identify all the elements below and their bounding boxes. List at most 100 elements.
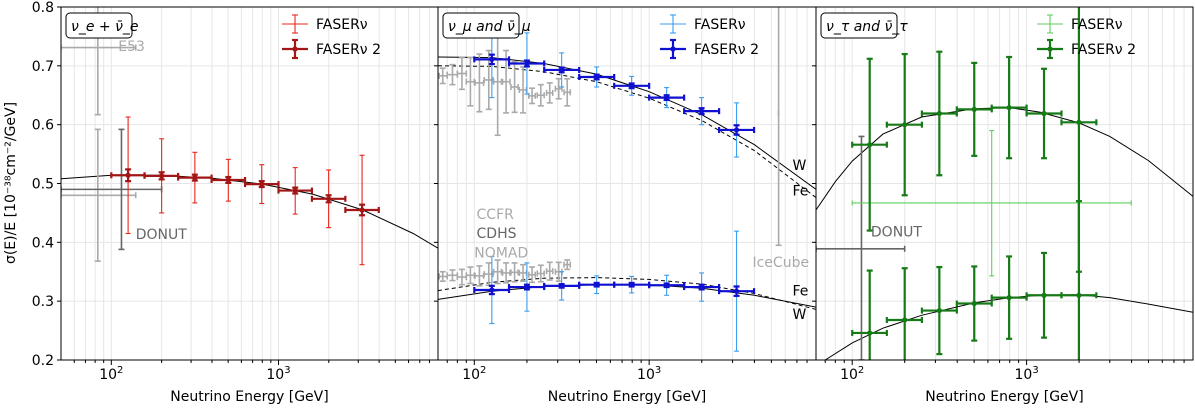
x-tick-label: 102 [462, 365, 486, 383]
reference-point [545, 82, 554, 104]
reference-point [563, 259, 572, 271]
data-point-fasernu2 [507, 59, 546, 68]
legend-label: FASERν 2 [694, 42, 759, 58]
legend-label: FASERν 2 [1071, 42, 1136, 58]
data-point-fasernu2 [683, 107, 721, 116]
y-tick-label: 0.3 [32, 294, 54, 310]
chart-panel-1: E53 DONUT 102 103 Neutrino Energy [GeV] 0.2 0.… [32, 0, 439, 405]
legend-marker [660, 38, 686, 60]
x-tick-label: 103 [637, 365, 661, 383]
annotation-label: Fe [792, 183, 808, 199]
data-point-fasernu2 [648, 94, 686, 102]
x-tick-label: 103 [1014, 365, 1038, 383]
reference-point [545, 261, 554, 281]
annotation-label: DONUT [871, 224, 923, 240]
x-axis-label: Neutrino Energy [GeV] [170, 389, 328, 405]
legend-label: FASERν [1071, 17, 1123, 33]
data-point-fasernu2 [177, 173, 213, 182]
data-point-fasernu2 [543, 282, 581, 289]
chart-panel-2: W Fe CCFR CDHS NOMAD IceCube Fe W 102 103 Neutrino… [434, 6, 817, 405]
theory-curve [816, 107, 1193, 211]
data-point-fasernu2 [885, 52, 924, 197]
y-tick-label: 0.7 [32, 59, 54, 75]
y-tick-label: 0.6 [32, 118, 54, 134]
panel-label: ν_μ and ν̄_μ [442, 12, 531, 39]
annotation-label: W [792, 307, 806, 323]
legend-marker [282, 38, 308, 60]
reference-point [446, 269, 459, 282]
data-point-fasernu2 [1060, 200, 1098, 360]
data-point-fasernu2 [473, 53, 511, 66]
reference-point [501, 262, 511, 284]
reference-point [528, 87, 537, 105]
x-tick-label: 102 [99, 365, 123, 383]
reference-point [528, 266, 537, 284]
theory-curve [438, 56, 816, 190]
y-ticks [434, 6, 438, 361]
panel-label-box [820, 12, 898, 39]
data-point-fasernu2 [243, 180, 280, 189]
legend-marker [282, 14, 308, 34]
annotation-label: IceCube [752, 255, 809, 271]
data-point-fasernu2 [851, 269, 888, 360]
x-axis-label: Neutrino Energy [GeV] [548, 389, 706, 405]
y-ticks [812, 6, 816, 361]
annotation-label: NOMAD [474, 246, 528, 262]
data-point-fasernu2 [578, 73, 616, 81]
data-point-fasernu2 [885, 267, 924, 360]
x-ticks [446, 360, 808, 365]
reference-point [474, 53, 485, 113]
panel-label-box [442, 12, 520, 39]
reference-point [536, 83, 545, 107]
reference-point [536, 264, 545, 283]
legend-label: FASERν [694, 17, 746, 33]
y-tick-label: 0.2 [32, 353, 54, 369]
x-ticks [824, 360, 1185, 365]
data-point-fasernu2 [310, 194, 347, 204]
data-point-fasernu2 [543, 66, 581, 74]
legend-marker [660, 14, 686, 34]
reference-point [510, 262, 519, 283]
data-point-fasernu2 [210, 175, 247, 185]
reference-point [446, 63, 459, 86]
panels: E53 DONUT 102 103 Neutrino Energy [GeV] 0.2 0.… [32, 0, 1194, 405]
data-point-fasernu2 [955, 265, 993, 342]
reference-point [465, 266, 476, 285]
y-axis-label: σ(E)/E [10⁻³⁸cm⁻²/GeV] [3, 102, 19, 264]
legend: FASERν FASERν 2 [1037, 14, 1136, 60]
data-point-fasernu2 [648, 282, 686, 289]
reference-point [492, 27, 503, 137]
data-point-fasernu2 [920, 50, 958, 177]
plot-area [61, 7, 438, 266]
data-point-fasernu2 [277, 186, 314, 195]
data-point-fasernu2 [344, 203, 380, 217]
reference-point [438, 270, 449, 282]
reference-point [501, 49, 511, 114]
annotation-label: DONUT [136, 227, 188, 243]
reference-point [563, 77, 572, 107]
chart-panel-3: DONUT 102 103 Neutrino Energy [GeV] ν_τ and … [812, 6, 1194, 405]
reference-point [465, 56, 476, 107]
panel-label-text: ν_μ and ν̄_μ [448, 19, 531, 35]
data-point-fasernu2 [683, 283, 721, 291]
reference-point [474, 265, 485, 287]
x-axis-label: Neutrino Energy [GeV] [925, 389, 1083, 405]
y-tick-label: 0.8 [32, 0, 54, 16]
reference-point [816, 135, 906, 360]
data-point-fasernu2 [613, 281, 651, 288]
annotation-label: Fe [792, 283, 808, 299]
data-point-fasernu2 [143, 171, 180, 181]
reference-point [61, 7, 137, 116]
annotation-label: E53 [118, 39, 145, 55]
data-point-fasernu2 [920, 265, 958, 356]
reference-point [456, 268, 468, 286]
data-point-fasernu2 [110, 168, 146, 183]
legend-marker [1037, 14, 1063, 34]
data-point-fasernu2 [717, 285, 756, 297]
data-point-fasernu2 [717, 124, 756, 136]
reference-point [456, 56, 468, 91]
theory-curve [61, 174, 438, 249]
annotation-label: CDHS [477, 226, 517, 242]
reference-point [438, 67, 449, 85]
grid [816, 6, 1193, 361]
